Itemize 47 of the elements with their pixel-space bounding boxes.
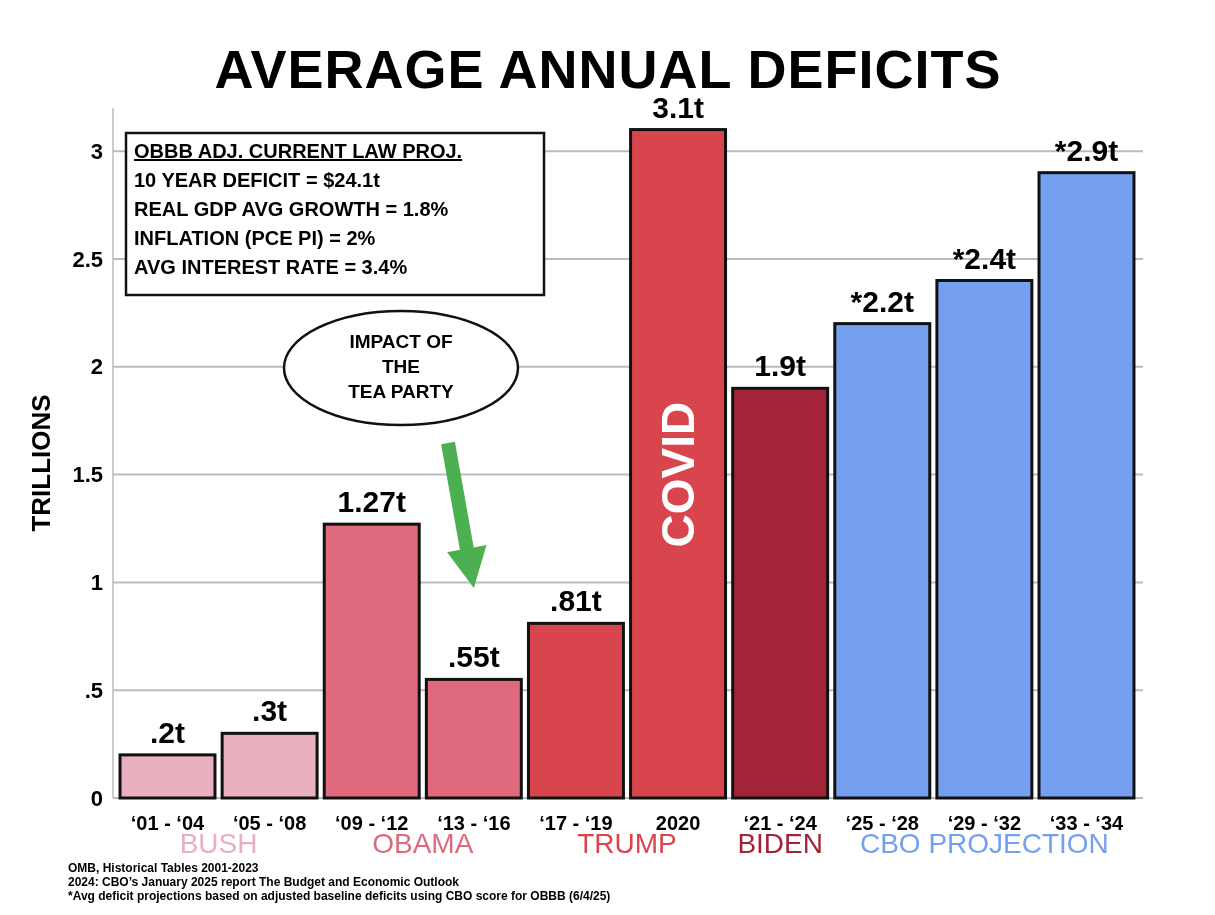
data-label: 1.9t — [754, 349, 807, 383]
bar — [322, 522, 421, 800]
y-axis-title: TRILLIONS — [26, 394, 56, 532]
data-label: .2t — [149, 715, 186, 749]
annotation: COVID — [652, 401, 705, 548]
y-tick-label: 1.5 — [72, 462, 103, 488]
bar — [220, 731, 319, 800]
bar — [731, 386, 830, 800]
annotation: REAL GDP AVG GROWTH = 1.8% — [134, 198, 449, 220]
bar — [118, 753, 217, 800]
data-label: *2.4t — [952, 241, 1017, 275]
text: *Avg deficit projections based on adjusted baseline deficits using CBO score for OBBB (6/4/25) — [68, 889, 611, 903]
annotation: OBBB ADJ. CURRENT LAW PROJ. — [134, 140, 463, 162]
x-tick-label: ‘13 - ‘16 — [437, 812, 511, 834]
y-tick-label: 2 — [90, 354, 103, 380]
annotation: 10 YEAR DEFICIT = $24.1t — [134, 169, 381, 191]
text: OMB, Historical Tables 2001-2023 — [68, 861, 259, 875]
x-tick-label: ‘09 - ‘12 — [335, 812, 409, 834]
x-tick-label: ‘05 - ‘08 — [232, 812, 307, 834]
data-label: .3t — [252, 694, 288, 728]
x-tick-label: ‘33 - ‘34 — [1049, 812, 1125, 834]
y-tick-label: 2.5 — [72, 246, 103, 272]
data-label: *2.2t — [850, 284, 914, 318]
y-tick-label: 1 — [90, 570, 103, 596]
x-tick-label: ‘25 - ‘28 — [845, 812, 919, 834]
y-tick-label: 0 — [90, 785, 103, 811]
data-label: 1.27t — [337, 485, 406, 519]
bar — [1037, 171, 1136, 800]
annotation: AVG INTEREST RATE = 3.4% — [134, 256, 408, 278]
text: 2024: CBO’s January 2025 report The Budget and Economic Outlook — [68, 875, 460, 889]
bar — [526, 621, 625, 800]
bar — [833, 322, 932, 800]
annotation: IMPACT OF THE TEA PARTY — [348, 331, 455, 402]
x-tick-label: 2020 — [655, 812, 701, 834]
x-tick-label: ‘29 - ‘32 — [947, 812, 1022, 834]
x-tick-label: ‘01 - ‘04 — [130, 812, 206, 834]
data-label: .81t — [550, 584, 602, 618]
y-tick-label: .5 — [84, 677, 103, 703]
annotation: INFLATION (PCE PI) = 2% — [134, 227, 376, 249]
bar — [424, 677, 523, 800]
bar — [935, 279, 1034, 800]
bar — [629, 128, 728, 800]
x-tick-label: ‘21 - ‘24 — [743, 812, 818, 834]
data-label: *2.9t — [1054, 133, 1119, 167]
y-tick-label: 3 — [90, 138, 103, 164]
data-label: .55t — [447, 640, 500, 674]
x-tick-label: ‘17 - ‘19 — [539, 812, 613, 834]
